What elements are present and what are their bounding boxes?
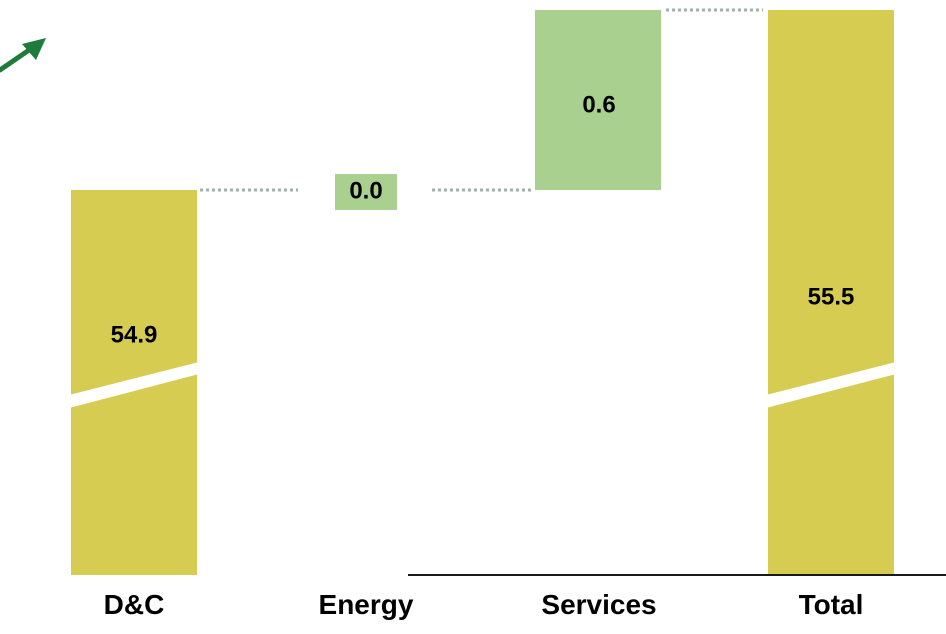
tick-label-dandc: D&C bbox=[104, 589, 165, 620]
bar-total bbox=[768, 10, 894, 575]
tick-label-energy: Energy bbox=[319, 589, 414, 620]
value-label-services: 0.6 bbox=[582, 91, 615, 118]
axis-break-dandc bbox=[69, 362, 199, 408]
tick-label-services: Services bbox=[541, 589, 656, 620]
tick-label-total: Total bbox=[799, 589, 864, 620]
bar-energy bbox=[335, 174, 397, 210]
value-label-energy: 0.0 bbox=[349, 177, 382, 204]
bar-services bbox=[535, 10, 661, 190]
value-label-dandc: 54.9 bbox=[111, 321, 158, 348]
value-label-total: 55.5 bbox=[808, 283, 855, 310]
trend-up-arrow-icon bbox=[0, 38, 46, 73]
axis-break-total bbox=[766, 362, 896, 408]
